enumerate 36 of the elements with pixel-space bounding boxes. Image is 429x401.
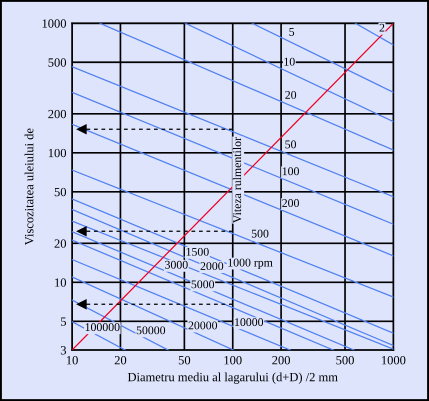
y-tick-label: 50 [54,188,66,196]
y-tick-label: 500 [48,58,66,67]
x-tick-label: 100 [224,356,242,364]
series-label: 50000 [136,326,166,334]
series-label: 10000 [235,318,264,326]
y-tick-label: 1000 [42,19,66,28]
x-tick-label: 20 [114,356,126,364]
x-tick-label: 10 [66,356,78,364]
x-axis-title: Diametru mediu al lagarului (d+D) /2 mm [128,372,338,384]
y-tick-label: 100 [48,148,66,158]
series-label: 1500 [186,248,209,256]
y-tick-label: 10 [55,278,66,287]
annotation: Viteza rulmentilor [232,137,242,224]
series-label: 20000 [188,321,218,330]
series-label: 20 [285,90,296,99]
series-label: 100 [282,167,299,176]
series-label: 3000 [165,260,188,269]
x-tick-label: 200 [272,356,290,364]
series-label: 50 [285,140,296,148]
x-tick-label: 50 [178,356,190,364]
series-label: 200 [282,199,299,208]
y-tick-label: 20 [54,239,66,248]
series-label: 5000 [192,280,214,288]
series-label: 100000 [86,323,120,332]
x-tick-label: 1000 [382,356,406,364]
series-label: 5 [289,28,294,36]
series-label: 10 [284,58,295,66]
y-axis-title: Viscozitatea uleiului de [24,128,34,246]
y-tick-label: 5 [60,317,66,326]
series-label: 500 [252,230,268,238]
series-label: 2000 [200,262,224,270]
series-label: 2 [380,24,384,32]
y-tick-label: 200 [48,110,66,118]
series-label: 1000 rpm [228,258,273,269]
x-tick-label: 500 [336,356,354,364]
y-tick-label: 3 [60,346,66,355]
